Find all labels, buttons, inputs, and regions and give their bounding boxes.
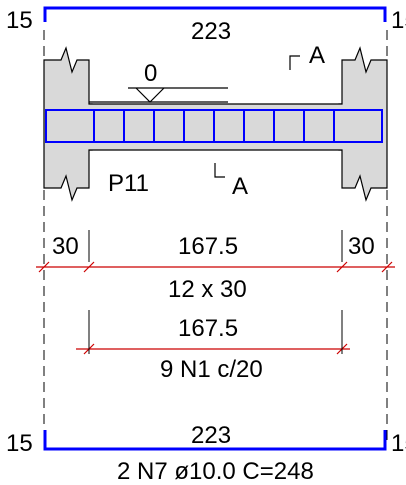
section-cut-marks <box>214 55 300 178</box>
stirrup-spec-label: 9 N1 c/20 <box>160 356 263 383</box>
level-label: 0 <box>144 60 158 87</box>
stirrup-span-label: 167.5 <box>178 315 239 342</box>
rebar-count-label: 12 x 30 <box>168 276 247 303</box>
bottom-bar-length-label: 223 <box>191 422 232 449</box>
bottom-rebar-bar <box>43 430 387 451</box>
right-column <box>338 46 388 202</box>
top-rebar-bar <box>43 6 387 22</box>
bottom-bar-spec-label: 2 N7 ø10.0 C=248 <box>117 458 314 485</box>
top-bar-length-label: 223 <box>191 18 232 45</box>
level-marker-icon <box>128 87 228 103</box>
top-bar-left-hook-label: 15 <box>6 7 33 34</box>
extension-lines <box>88 230 343 354</box>
right-support-dimension-label: 30 <box>348 233 375 260</box>
bottom-bar-right-hook-label: 15 <box>391 430 406 457</box>
beam-id-label: P11 <box>108 170 149 197</box>
section-cut-top-label: A <box>309 42 326 69</box>
dimension-lines <box>36 261 395 355</box>
top-bar-right-hook-label: 15 <box>391 7 406 34</box>
span-dimension-label: 167.5 <box>178 233 239 260</box>
bottom-bar-left-hook-label: 15 <box>6 430 33 457</box>
beam-rebar-cage <box>45 109 383 143</box>
left-column <box>43 46 93 202</box>
section-cut-bottom-label: A <box>232 173 249 200</box>
left-support-dimension-label: 30 <box>52 233 79 260</box>
